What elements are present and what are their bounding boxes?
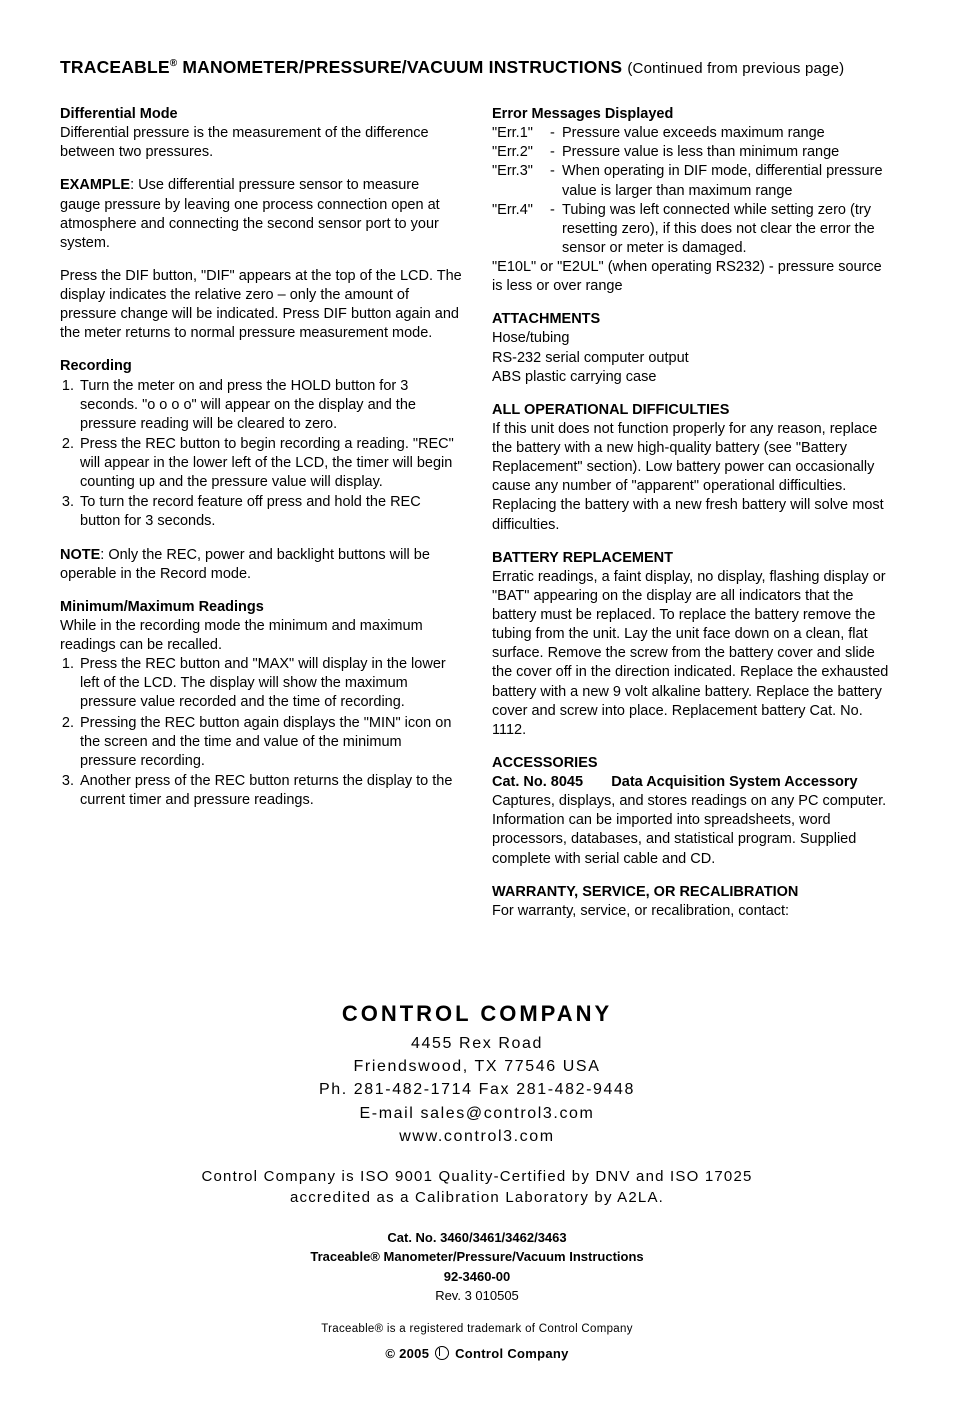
example-label: EXAMPLE xyxy=(60,177,130,193)
iso-line: Control Company is ISO 9001 Quality-Cert… xyxy=(201,1168,752,1185)
attachments-heading: ATTACHMENTS xyxy=(492,310,894,329)
copyright: © 2005 Control Company xyxy=(60,1345,894,1362)
minmax-steps: Press the REC button and "MAX" will disp… xyxy=(60,655,462,810)
copyright-year: © 2005 xyxy=(385,1346,429,1361)
minmax-heading: Minimum/Maximum Readings xyxy=(60,598,462,617)
error-code-long: "E10L" or "E2UL" (when operating RS232) … xyxy=(492,259,774,275)
accessories-heading: ACCESSORIES xyxy=(492,754,894,773)
note-body: : Only the REC, power and backlight butt… xyxy=(60,547,430,582)
error-row: "Err.4" - Tubing was left connected whil… xyxy=(492,201,894,258)
accessory-title-line: Cat. No. 8045 Data Acquisition System Ac… xyxy=(492,773,894,792)
address-line: Friendswood, TX 77546 USA xyxy=(354,1058,601,1075)
battery-replacement-body: Erratic readings, a faint display, no di… xyxy=(492,568,894,740)
trademark-note: Traceable® is a registered trademark of … xyxy=(60,1322,894,1337)
differential-mode-body: Differential pressure is the measurement… xyxy=(60,124,462,162)
minmax-step: Another press of the REC button returns … xyxy=(78,772,462,810)
revision: Rev. 3 010505 xyxy=(435,1288,519,1303)
iso-certification: Control Company is ISO 9001 Quality-Cert… xyxy=(60,1166,894,1208)
error-dash: - xyxy=(550,162,562,200)
error-row-long: "E10L" or "E2UL" (when operating RS232) … xyxy=(492,258,894,296)
iso-line: accredited as a Calibration Laboratory b… xyxy=(290,1189,664,1206)
company-address: 4455 Rex Road Friendswood, TX 77546 USA … xyxy=(60,1032,894,1148)
phone-fax-line: Ph. 281-482-1714 Fax 281-482-9448 xyxy=(319,1081,635,1098)
email-line: E-mail sales@control3.com xyxy=(360,1105,595,1122)
recording-heading: Recording xyxy=(60,357,462,376)
error-row: "Err.2" - Pressure value is less than mi… xyxy=(492,143,894,162)
operational-difficulties-body: If this unit does not function properly … xyxy=(492,420,894,535)
website-line: www.control3.com xyxy=(399,1128,554,1145)
product-name: Traceable® Manometer/Pressure/Vacuum Ins… xyxy=(310,1249,643,1264)
error-dash: - xyxy=(550,124,562,143)
minmax-step: Press the REC button and "MAX" will disp… xyxy=(78,655,462,712)
title-continued: (Continued from previous page) xyxy=(627,60,844,77)
note-paragraph: NOTE: Only the REC, power and backlight … xyxy=(60,546,462,584)
title-brand: TRACEABLE xyxy=(60,57,170,77)
error-row: "Err.3" - When operating in DIF mode, di… xyxy=(492,162,894,200)
error-code: "Err.3" xyxy=(492,162,550,200)
differential-mode-heading: Differential Mode xyxy=(60,105,462,124)
note-label: NOTE xyxy=(60,547,100,563)
right-column: Error Messages Displayed "Err.1" - Press… xyxy=(492,105,894,935)
error-dash: - xyxy=(550,143,562,162)
attachment-line: ABS plastic carrying case xyxy=(492,369,656,385)
recording-step: Press the REC button to begin recording … xyxy=(78,435,462,492)
warranty-body: For warranty, service, or recalibration,… xyxy=(492,902,894,921)
error-desc: When operating in DIF mode, differential… xyxy=(562,162,894,200)
error-code: "Err.2" xyxy=(492,143,550,162)
error-dash: - xyxy=(550,201,562,258)
recording-steps: Turn the meter on and press the HOLD but… xyxy=(60,377,462,532)
error-row: "Err.1" - Pressure value exceeds maximum… xyxy=(492,124,894,143)
error-messages-heading: Error Messages Displayed xyxy=(492,105,894,124)
warranty-heading: WARRANTY, SERVICE, OR RECALIBRATION xyxy=(492,883,894,902)
minmax-intro: While in the recording mode the minimum … xyxy=(60,617,462,655)
accessory-cat-no: Cat. No. 8045 xyxy=(492,774,583,790)
error-code: "Err.4" xyxy=(492,201,550,258)
error-desc: Pressure value is less than minimum rang… xyxy=(562,143,894,162)
cat-no: Cat. No. 3460/3461/3462/3463 xyxy=(387,1230,566,1245)
attachment-line: RS-232 serial computer output xyxy=(492,350,689,366)
copyright-company: Control Company xyxy=(455,1346,569,1361)
attachment-line: Hose/tubing xyxy=(492,330,569,346)
catalog-block: Cat. No. 3460/3461/3462/3463 Traceable® … xyxy=(60,1228,894,1306)
dif-button-paragraph: Press the DIF button, "DIF" appears at t… xyxy=(60,267,462,344)
part-no: 92-3460-00 xyxy=(444,1269,511,1284)
error-desc: Pressure value exceeds maximum range xyxy=(562,124,894,143)
company-logo-icon xyxy=(435,1346,449,1360)
recording-step: Turn the meter on and press the HOLD but… xyxy=(78,377,462,434)
error-desc: Tubing was left connected while setting … xyxy=(562,201,894,258)
minmax-step: Pressing the REC button again displays t… xyxy=(78,714,462,771)
title-rest: MANOMETER/PRESSURE/VACUUM INSTRUCTIONS xyxy=(177,57,622,77)
address-line: 4455 Rex Road xyxy=(411,1035,543,1052)
attachments-list: Hose/tubing RS-232 serial computer outpu… xyxy=(492,329,894,386)
two-column-layout: Differential Mode Differential pressure … xyxy=(60,105,894,935)
example-paragraph: EXAMPLE: Use differential pressure senso… xyxy=(60,176,462,253)
battery-replacement-heading: BATTERY REPLACEMENT xyxy=(492,549,894,568)
error-messages-list: "Err.1" - Pressure value exceeds maximum… xyxy=(492,124,894,296)
recording-step: To turn the record feature off press and… xyxy=(78,493,462,531)
footer: CONTROL COMPANY 4455 Rex Road Friendswoo… xyxy=(60,999,894,1362)
accessory-title: Data Acquisition System Accessory xyxy=(611,774,857,790)
operational-difficulties-heading: ALL OPERATIONAL DIFFICULTIES xyxy=(492,401,894,420)
company-name: CONTROL COMPANY xyxy=(60,999,894,1028)
accessory-body: Captures, displays, and stores readings … xyxy=(492,792,894,869)
page-title: TRACEABLE® MANOMETER/PRESSURE/VACUUM INS… xyxy=(60,56,894,79)
left-column: Differential Mode Differential pressure … xyxy=(60,105,462,935)
error-code: "Err.1" xyxy=(492,124,550,143)
